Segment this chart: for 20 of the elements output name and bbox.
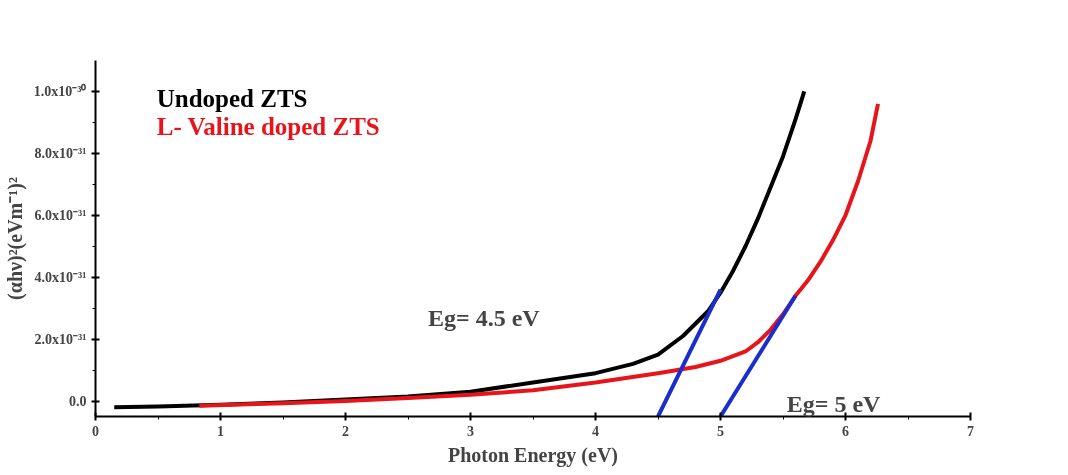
annotation: Eg= 4.5 eV xyxy=(428,305,541,332)
x-tick-label: 6 xyxy=(842,423,849,439)
y-tick-label: 4.0x10⁻³¹ xyxy=(34,269,87,285)
x-tick-label: 1 xyxy=(217,423,224,439)
x-tick-label: 2 xyxy=(342,423,349,439)
text: Undoped ZTS xyxy=(156,85,308,113)
y-axis-title: (αhν)²(eVm⁻¹)² xyxy=(3,177,27,300)
annotation: Eg= 5 eV xyxy=(786,390,882,417)
y-tick-label: 0.0 xyxy=(69,393,87,409)
x-axis-title: Photon Energy (eV) xyxy=(448,443,618,467)
x-tick-label: 4 xyxy=(592,423,599,439)
y-tick-label: 8.0x10⁻³¹ xyxy=(34,145,87,161)
y-tick-label: 1.0x10⁻³⁰ xyxy=(33,82,87,99)
y-tick-label: 2.0x10⁻³¹ xyxy=(34,331,87,347)
x-tick-label: 7 xyxy=(967,423,974,439)
x-tick-label: 5 xyxy=(717,423,724,439)
text: L- Valine doped ZTS xyxy=(156,113,380,141)
x-tick-label: 3 xyxy=(467,423,474,439)
x-tick-label: 0 xyxy=(92,423,99,439)
y-tick-label: 6.0x10⁻³¹ xyxy=(34,207,87,223)
